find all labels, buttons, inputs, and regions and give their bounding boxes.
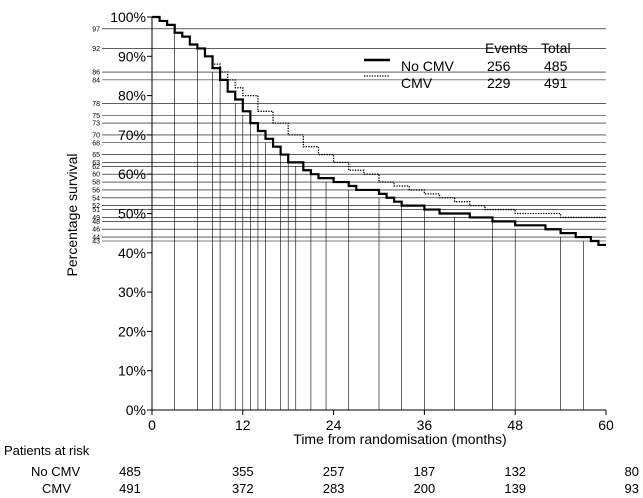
y-tick-label: 70% — [118, 127, 146, 143]
reference-level-label: 48 — [92, 219, 100, 226]
reference-level-label: 44 — [92, 235, 100, 242]
risk-value: 283 — [323, 481, 345, 496]
y-tick-label: 50% — [118, 206, 146, 222]
y-tick-label: 20% — [118, 323, 146, 339]
reference-level-label: 56 — [92, 187, 100, 194]
risk-value: 132 — [504, 464, 526, 479]
cmv-curve — [152, 16, 606, 219]
y-tick-label: 40% — [118, 245, 146, 261]
reference-level-label: 65 — [92, 152, 100, 159]
risk-value: 80 — [625, 464, 639, 479]
y-axis-ticks: 0% 10% 20% 30% 40% 50% 60% 70% 80% 90% 100% — [110, 9, 152, 418]
reference-level-label: 63 — [92, 160, 100, 167]
reference-level-label: 52 — [92, 203, 100, 210]
x-tick-label: 0 — [148, 417, 156, 433]
y-tick-label: 90% — [118, 48, 146, 64]
patients-at-risk-table: Patients at risk No CMV CMV 485 355 257 187… — [4, 443, 639, 496]
reference-level-label: 86 — [92, 70, 100, 77]
reference-level-label: 54 — [92, 195, 100, 202]
risk-value: 200 — [414, 481, 436, 496]
reference-level-label: 84 — [92, 77, 100, 84]
reference-level-label: 68 — [92, 140, 100, 147]
y-tick-label: 80% — [118, 88, 146, 104]
reference-level-label: 78 — [92, 101, 100, 108]
legend-events-no-cmv: 256 — [487, 58, 511, 74]
legend-header-events: Events — [485, 40, 528, 56]
reference-level-label: 51 — [92, 207, 100, 214]
risk-value: 485 — [119, 464, 141, 479]
risk-values: 485 355 257 187 132 80 491 372 283 200 139 93 — [119, 464, 639, 496]
reference-level-label: 46 — [92, 227, 100, 234]
x-tick-label: 12 — [235, 417, 251, 433]
reference-level-label: 62 — [92, 164, 100, 171]
reference-level-label: 43 — [92, 239, 100, 246]
risk-value: 491 — [119, 481, 141, 496]
legend-total-cmv: 491 — [544, 75, 568, 91]
reference-level-label: 49 — [92, 215, 100, 222]
legend-total-no-cmv: 485 — [544, 58, 568, 74]
risk-value: 139 — [504, 481, 526, 496]
reference-level-label: 58 — [92, 180, 100, 187]
risk-value: 355 — [232, 464, 254, 479]
reference-level-label: 75 — [92, 113, 100, 120]
y-tick-label: 0% — [126, 402, 146, 418]
x-axis-ticks: 0 12 24 36 48 60 — [148, 410, 614, 433]
x-tick-label: 48 — [507, 417, 523, 433]
legend-events-cmv: 229 — [487, 75, 511, 91]
y-tick-label: 100% — [110, 9, 146, 25]
reference-level-label: 73 — [92, 121, 100, 128]
risk-row-label-cmv: CMV — [42, 481, 71, 496]
no-cmv-curve — [152, 15, 606, 247]
legend-header-total: Total — [541, 40, 571, 56]
risk-value: 187 — [414, 464, 436, 479]
x-tick-label: 36 — [417, 417, 433, 433]
x-axis-label: Time from randomisation (months) — [293, 431, 506, 447]
x-tick-label: 60 — [598, 417, 614, 433]
survival-curves — [152, 15, 606, 247]
y-tick-label: 10% — [118, 363, 146, 379]
legend-label-no-cmv: No CMV — [401, 58, 455, 74]
reference-level-label: 92 — [92, 46, 100, 53]
risk-value: 93 — [625, 481, 639, 496]
y-tick-label: 30% — [118, 284, 146, 300]
reference-level-label: 60 — [92, 172, 100, 179]
risk-value: 372 — [232, 481, 254, 496]
legend-label-cmv: CMV — [401, 75, 433, 91]
reference-level-label: 97 — [92, 26, 100, 33]
legend: Events Total No CMV 256 485 CMV 229 491 — [364, 40, 571, 91]
risk-row-label-no-cmv: No CMV — [31, 464, 80, 479]
reference-level-label: 70 — [92, 132, 100, 139]
x-tick-label: 24 — [326, 417, 342, 433]
y-axis-label: Percentage survival — [64, 154, 80, 277]
risk-value: 257 — [323, 464, 345, 479]
y-tick-label: 60% — [118, 166, 146, 182]
reference-grid — [102, 28, 606, 410]
risk-table-title: Patients at risk — [4, 443, 90, 458]
